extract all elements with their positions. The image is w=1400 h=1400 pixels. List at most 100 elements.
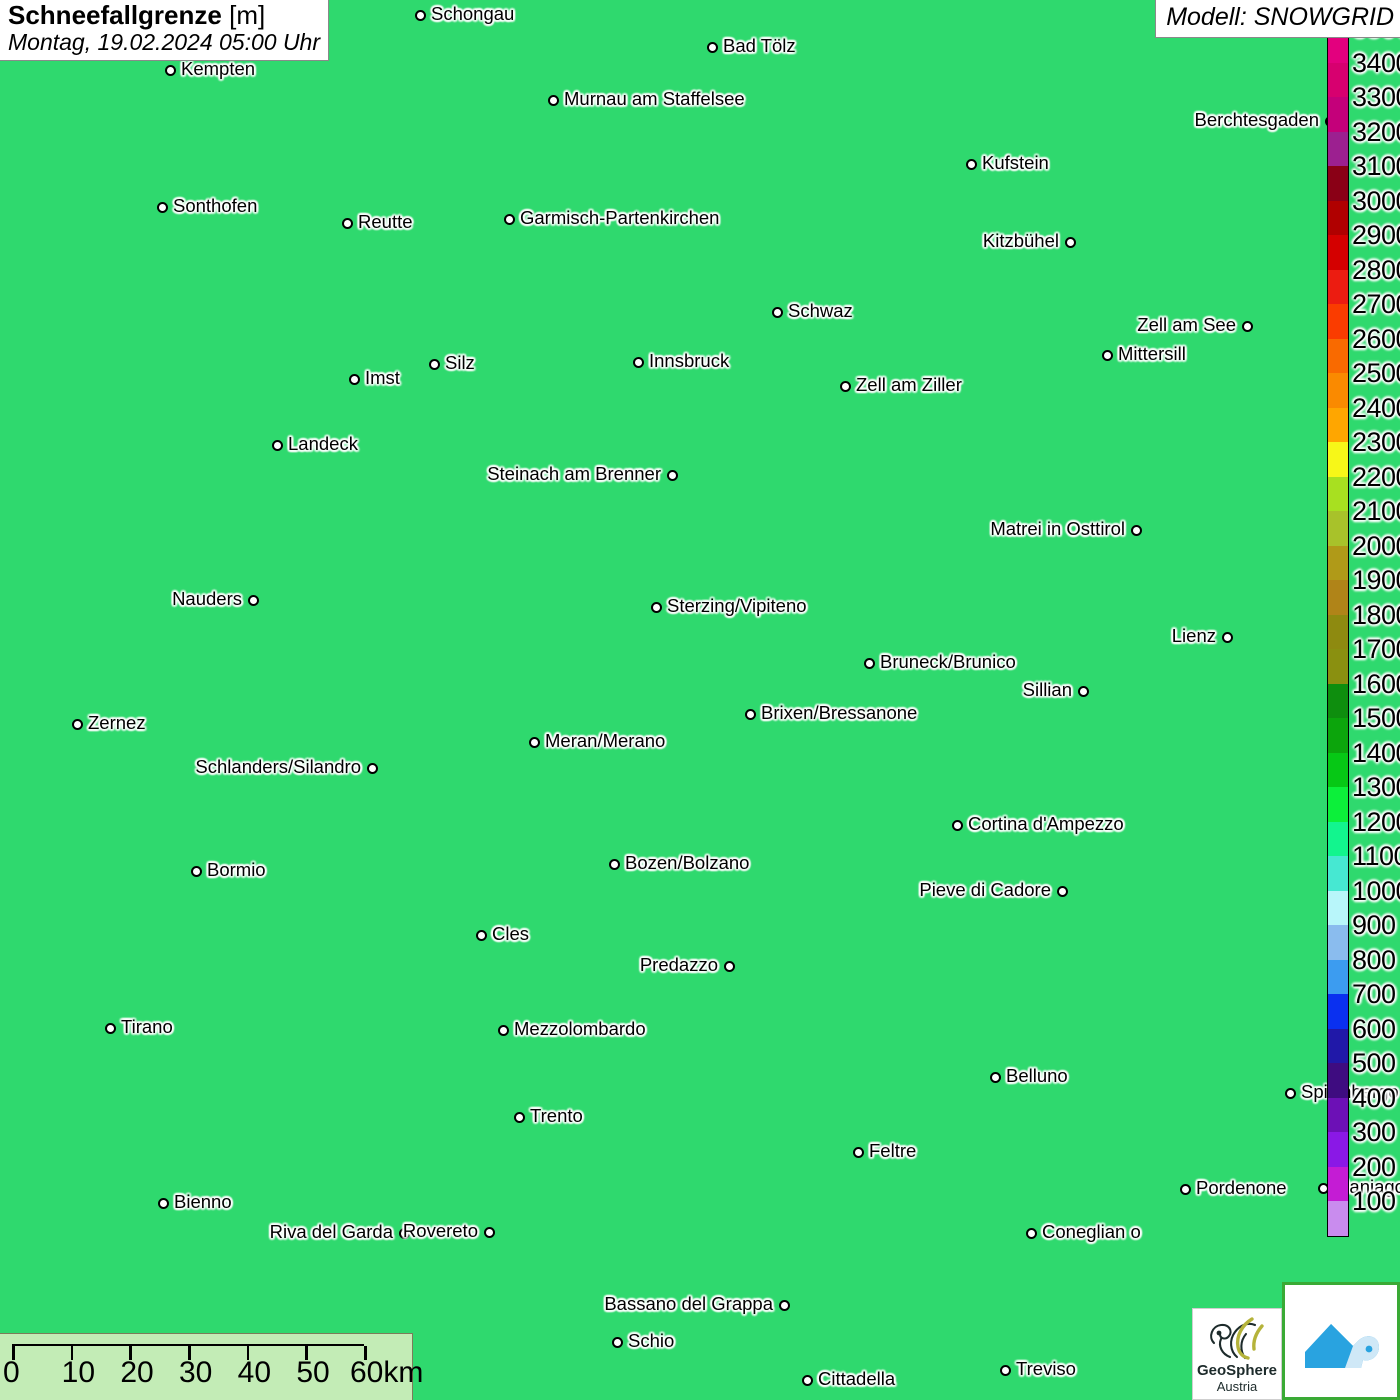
city-label: Sterzing/Vipiteno: [667, 595, 807, 616]
city-label: Riva del Garda: [269, 1221, 393, 1242]
scale-tick-label: 60km: [350, 1356, 424, 1389]
mountain-snow-icon: [1305, 1324, 1379, 1368]
legend-value-label: 700: [1352, 979, 1396, 1009]
model-label: Modell: SNOWGRID: [1166, 3, 1394, 31]
city-dot-icon: [608, 858, 620, 870]
city-label: Schwaz: [788, 300, 853, 321]
city-label: Zell am See: [1137, 314, 1236, 335]
legend-value-label: 3200: [1352, 116, 1400, 147]
page-title: Schneefallgrenze [m]: [8, 0, 320, 30]
city-label: Coneglian o: [1042, 1221, 1141, 1242]
city-label: Cortina d'Ampezzo: [968, 813, 1124, 834]
city-dot-icon: [348, 373, 360, 385]
legend-value-label: 1400: [1352, 737, 1400, 768]
city-label: Kempten: [181, 58, 256, 79]
legend-value-label: 200: [1352, 1151, 1396, 1182]
legend-color-swatch: [1327, 338, 1349, 373]
legend-value-label: 1600: [1352, 668, 1400, 699]
legend-color-swatch: [1327, 1097, 1349, 1132]
city-dot-icon: [190, 865, 202, 877]
legend-value-label: 2300: [1352, 427, 1400, 457]
city-label: Tirano: [121, 1016, 173, 1037]
city-label: Treviso: [1016, 1358, 1076, 1379]
city-dot-icon: [951, 819, 963, 831]
scale-tick: [70, 1346, 74, 1360]
scale-tick: [305, 1346, 308, 1360]
legend-color-swatch: [1327, 373, 1349, 408]
city-dot-icon: [611, 1336, 623, 1348]
legend-color-swatch: [1327, 787, 1349, 822]
city-dot-icon: [852, 1146, 864, 1158]
city-dot-icon: [1064, 236, 1076, 248]
legend-color-swatch: [1327, 856, 1349, 891]
legend-value-label: 2600: [1352, 323, 1400, 354]
city-label: Rovereto: [402, 1220, 478, 1241]
legend-color-swatch: [1327, 1166, 1349, 1201]
city-dot-icon: [863, 657, 875, 669]
city-dot-icon: [398, 1227, 410, 1239]
snowgrid-product-logo[interactable]: [1282, 1282, 1400, 1400]
city-dot-icon: [1025, 1227, 1037, 1239]
legend-value-label: 3000: [1352, 185, 1400, 216]
city-label: Bozen/Bolzano: [625, 852, 750, 873]
logo-group: GeoSphere Austria: [1192, 1282, 1400, 1400]
legend-value-label: 400: [1352, 1082, 1396, 1113]
legend-color-swatch: [1327, 545, 1349, 580]
geosphere-swirl-icon: [1210, 1317, 1264, 1360]
city-label: Landeck: [288, 433, 358, 454]
legend-color-swatch: [1327, 752, 1349, 787]
legend-value-label: 300: [1352, 1117, 1396, 1147]
city-dot-icon: [414, 9, 426, 21]
legend-color-swatch: [1327, 131, 1349, 166]
city-dot-icon: [1221, 631, 1233, 643]
legend-value-label: 2500: [1352, 358, 1400, 388]
legend-color-swatch: [1327, 269, 1349, 304]
legend-color-swatch: [1327, 1201, 1349, 1237]
city-label: Schlanders/Silandro: [195, 756, 361, 777]
legend-color-swatch: [1327, 407, 1349, 442]
city-label: Steinach am Brenner: [487, 463, 661, 484]
legend-value-label: 600: [1352, 1013, 1396, 1044]
city-label: Cles: [492, 923, 530, 944]
city-dot-icon: [723, 960, 735, 972]
legend-value-label: 2900: [1352, 220, 1400, 250]
legend-color-swatch: [1327, 649, 1349, 684]
legend-value-label: 3100: [1352, 151, 1400, 181]
city-label: Spilimbergo: [1301, 1081, 1399, 1102]
city-label: Bruneck/Brunico: [880, 651, 1016, 672]
legend-color-swatch: [1327, 1063, 1349, 1098]
city-dot-icon: [1179, 1183, 1191, 1195]
scale-tick: [364, 1346, 367, 1360]
legend-value-label: 1300: [1352, 772, 1400, 802]
geosphere-austria-logo[interactable]: GeoSphere Austria: [1192, 1308, 1282, 1400]
city-label: Schongau: [431, 3, 515, 24]
scale-tick: [188, 1346, 191, 1360]
city-label: Silz: [445, 352, 475, 373]
legend-color-swatch: [1327, 235, 1349, 270]
city-label: Maniago: [1334, 1176, 1400, 1197]
legend-value-label: 100: [1352, 1186, 1396, 1216]
legend-value-label: 900: [1352, 910, 1396, 940]
city-label: Bienno: [174, 1191, 232, 1212]
geosphere-logo-line1: GeoSphere: [1196, 1362, 1278, 1379]
title-unit: [m]: [229, 0, 266, 30]
legend-color-swatch: [1327, 1028, 1349, 1063]
city-dot-icon: [483, 1226, 495, 1238]
city-dot-icon: [247, 594, 259, 606]
city-label: Feltre: [869, 1140, 917, 1161]
legend-color-swatch: [1327, 166, 1349, 201]
city-dot-icon: [771, 306, 783, 318]
city-dot-icon: [1130, 524, 1142, 536]
city-dot-icon: [271, 439, 283, 451]
legend-value-label: 500: [1352, 1048, 1396, 1078]
city-dot-icon: [157, 1197, 169, 1209]
city-dot-icon: [965, 158, 977, 170]
legend-color-swatch: [1327, 476, 1349, 511]
legend-value-label: 3300: [1352, 82, 1400, 112]
legend-color-swatch: [1327, 890, 1349, 925]
legend-value-label: 2700: [1352, 289, 1400, 319]
legend-color-swatch: [1327, 580, 1349, 615]
city-label: Kufstein: [982, 152, 1049, 173]
